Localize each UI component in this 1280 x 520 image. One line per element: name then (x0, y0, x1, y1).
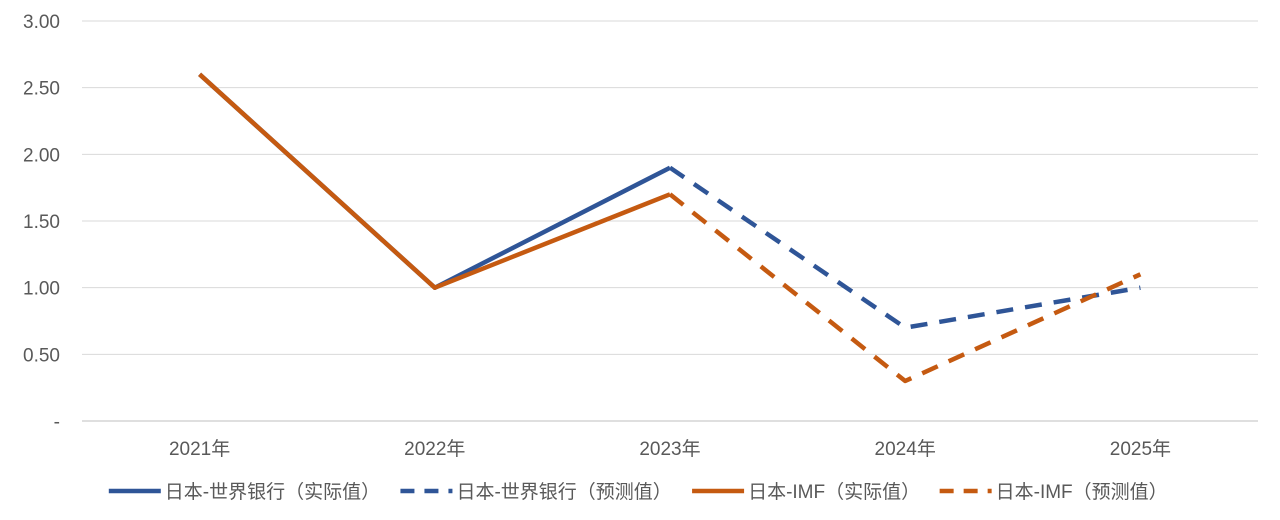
series-line-2 (668, 165, 1141, 330)
legend-label-1: 日本-世界银行（实际值） (165, 481, 380, 503)
y-tick-label: 2.00 (23, 145, 60, 166)
y-tick-label: 3.00 (23, 12, 60, 33)
y-tick-label: - (54, 412, 60, 433)
x-tick-label: 2022年 (404, 438, 465, 460)
x-axis-ticks: 2021年 2022年 2023年 2024年 2025年 (169, 438, 1171, 460)
series-line-1 (198, 72, 672, 290)
y-tick-label: 0.50 (23, 345, 60, 366)
x-tick-label: 2025年 (1110, 438, 1171, 460)
series-lines (198, 72, 1142, 384)
y-tick-label: 1.00 (23, 279, 60, 300)
gridlines (82, 20, 1258, 422)
series-line-3 (198, 72, 671, 290)
legend-label-3: 日本-IMF（实际值） (748, 481, 920, 503)
series-line-4 (668, 192, 1142, 384)
legend-label-2: 日本-世界银行（预测值） (456, 481, 671, 503)
legend: 日本-世界银行（实际值） 日本-世界银行（预测值） 日本-IMF（实际值） 日本-IM… (108, 481, 1168, 503)
x-tick-label: 2024年 (875, 438, 936, 460)
x-tick-label: 2021年 (169, 438, 230, 460)
y-axis-ticks: - 0.50 1.00 1.50 2.00 2.50 3.00 (23, 12, 60, 433)
y-tick-label: 1.50 (23, 212, 60, 233)
legend-label-4: 日本-IMF（预测值） (996, 481, 1168, 503)
x-tick-label: 2023年 (639, 438, 700, 460)
y-tick-label: 2.50 (23, 79, 60, 100)
